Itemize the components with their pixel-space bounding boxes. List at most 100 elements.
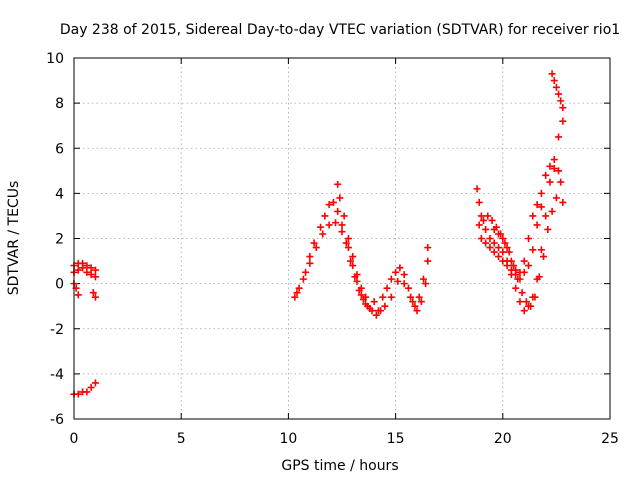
data-point	[329, 198, 337, 206]
data-point	[306, 259, 314, 267]
data-point	[372, 311, 380, 319]
data-point	[522, 298, 530, 306]
data-point	[422, 280, 430, 288]
data-point	[486, 235, 494, 242]
y-tick-label: 4	[55, 186, 64, 202]
y-tick-label: 2	[55, 232, 64, 248]
data-point	[544, 225, 552, 233]
data-point	[559, 198, 567, 206]
data-point	[557, 97, 565, 105]
data-point	[74, 266, 82, 274]
data-point	[501, 239, 509, 247]
data-point	[512, 284, 520, 292]
data-point	[387, 275, 395, 283]
data-point	[91, 266, 99, 274]
data-point	[477, 212, 485, 220]
data-point	[559, 104, 567, 112]
data-point	[332, 219, 340, 227]
data-point	[83, 388, 91, 396]
data-point	[353, 277, 361, 285]
data-point	[336, 194, 344, 202]
data-point	[488, 216, 496, 224]
data-point	[482, 225, 490, 233]
data-point	[312, 244, 320, 252]
data-point	[91, 379, 99, 387]
data-point	[357, 284, 365, 292]
data-point	[499, 235, 507, 242]
tick-labels: 0 5 10 15 20 25 -6 -4 -2 0 2 4 6 8 10	[46, 51, 619, 447]
data-point	[424, 244, 432, 252]
data-point	[537, 246, 545, 254]
data-point	[533, 221, 541, 229]
data-point	[293, 289, 301, 297]
data-point	[503, 262, 511, 270]
data-point	[362, 293, 370, 301]
data-point	[342, 239, 350, 247]
data-point	[83, 268, 91, 276]
data-point	[317, 223, 325, 231]
data-point	[299, 275, 307, 283]
data-point	[535, 273, 543, 281]
data-point	[338, 228, 346, 236]
data-point	[518, 289, 526, 297]
data-point	[295, 284, 303, 292]
data-points	[70, 70, 567, 398]
data-point	[362, 300, 370, 308]
data-point	[379, 293, 387, 301]
data-point	[400, 280, 408, 288]
data-point	[357, 291, 365, 299]
chart-title: Day 238 of 2015, Sidereal Day-to-day VTE…	[60, 22, 620, 38]
data-point	[387, 293, 395, 301]
data-point	[409, 298, 417, 306]
data-point	[334, 207, 342, 215]
data-point	[533, 201, 541, 209]
data-point	[370, 298, 378, 306]
data-point	[74, 390, 82, 398]
x-tick-label: 15	[387, 431, 405, 447]
data-point	[550, 77, 558, 85]
data-point	[548, 70, 556, 78]
data-point	[495, 230, 503, 238]
data-point	[291, 293, 299, 301]
data-point	[381, 302, 389, 310]
data-point	[340, 212, 348, 220]
data-point	[338, 221, 346, 229]
y-axis-title: SDTVAR / TECUs	[6, 181, 22, 296]
data-point	[419, 275, 427, 283]
data-point	[546, 162, 554, 170]
y-tick-label: -2	[50, 322, 64, 338]
x-tick-label: 5	[177, 431, 186, 447]
data-point	[349, 253, 357, 261]
data-point	[79, 264, 87, 272]
data-point	[475, 198, 483, 206]
data-point	[83, 262, 91, 270]
data-point	[529, 246, 537, 254]
data-point	[91, 273, 99, 281]
data-point	[89, 289, 97, 297]
data-point	[542, 212, 550, 220]
data-point	[87, 383, 95, 391]
data-point	[520, 268, 528, 276]
data-point	[516, 298, 524, 306]
data-point	[552, 83, 560, 91]
data-point	[344, 244, 352, 252]
data-point	[366, 304, 374, 312]
data-point	[306, 253, 314, 261]
data-point	[490, 239, 498, 247]
data-point	[507, 257, 515, 265]
data-point	[550, 165, 558, 173]
data-point	[555, 133, 563, 141]
data-point	[537, 189, 545, 197]
data-point	[537, 203, 545, 211]
data-point	[424, 257, 432, 265]
data-point	[531, 293, 539, 301]
data-point	[559, 117, 567, 125]
data-point	[302, 268, 310, 276]
data-point	[383, 284, 391, 292]
data-point	[396, 264, 404, 272]
data-point	[525, 235, 533, 242]
y-tick-label: -6	[50, 412, 64, 428]
data-point	[550, 156, 558, 164]
data-point	[411, 302, 419, 310]
